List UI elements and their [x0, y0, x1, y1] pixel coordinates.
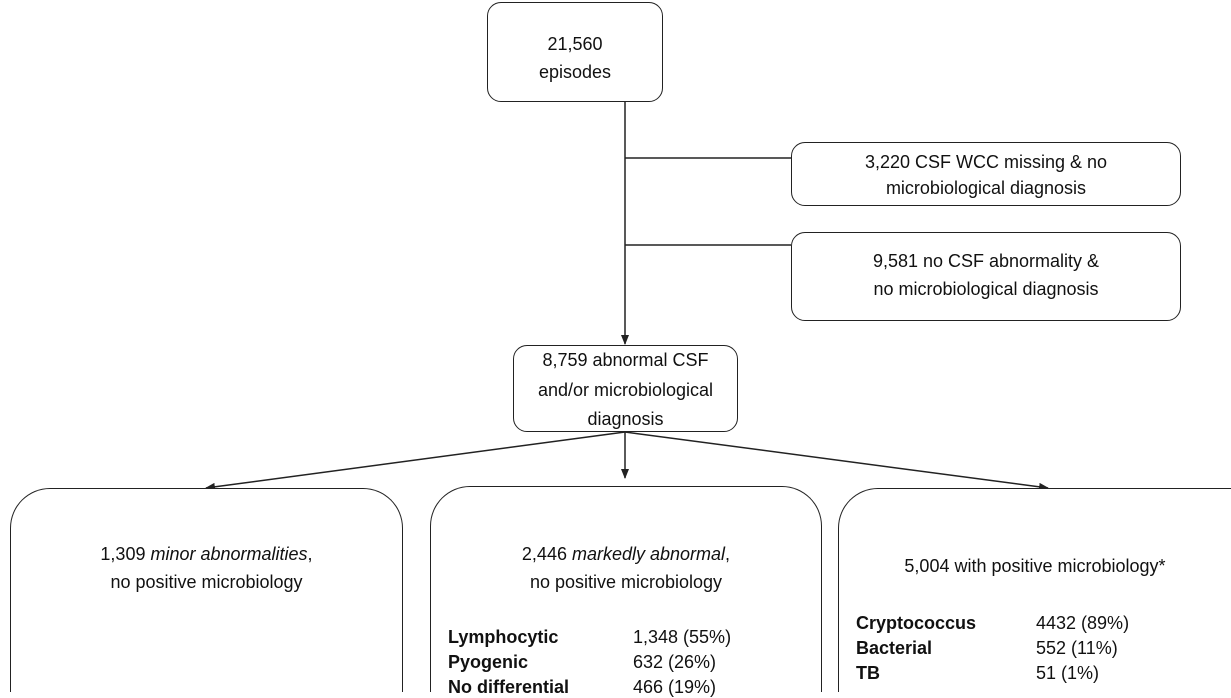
- abnormal-box: 8,759 abnormal CSF and/or microbiologica…: [513, 345, 738, 432]
- row-label: Cryptococcus: [856, 613, 977, 633]
- emphasis: markedly abnormal: [571, 544, 726, 564]
- punctuation: ,: [307, 544, 313, 564]
- box-text: no positive microbiology: [529, 572, 723, 592]
- box-text: diagnosis: [587, 409, 664, 429]
- row-value: 1,348 (55%): [633, 627, 732, 647]
- group-box: 5,004 with positive microbiology* Crypto…: [838, 488, 1231, 692]
- box-text: 1,309 minor abnormalities,: [11, 543, 402, 565]
- split-arrow: [624, 431, 1049, 491]
- punctuation: ,: [725, 544, 731, 564]
- box-text: 21,560: [547, 34, 603, 54]
- row-value: 51 (1%): [1036, 663, 1100, 683]
- group-box: 1,309 minor abnormalities, no positive m…: [10, 488, 403, 692]
- split-arrow: [205, 431, 626, 491]
- row-value: 466 (19%): [633, 677, 717, 697]
- count: 2,446: [521, 544, 567, 564]
- row-value: 632 (26%): [633, 652, 717, 672]
- group-box: 2,446 markedly abnormal, no positive mic…: [430, 486, 822, 697]
- row-label: TB: [856, 663, 880, 683]
- row-value: 4432 (89%): [1036, 613, 1130, 633]
- box-text: 5,004 with positive microbiology*: [904, 556, 1166, 576]
- row-label: Bacterial: [856, 638, 933, 658]
- start-box: 21,560 episodes: [487, 2, 663, 102]
- count: 1,309: [100, 544, 146, 564]
- row-label: Pyogenic: [448, 652, 529, 672]
- row-value: 552 (11%): [1036, 638, 1118, 658]
- box-text: no microbiological diagnosis: [873, 279, 1099, 299]
- emphasis: minor abnormalities: [150, 544, 308, 564]
- box-text: 8,759 abnormal CSF: [542, 350, 709, 370]
- box-text: 3,220 CSF WCC missing & no: [864, 152, 1108, 172]
- box-text: no positive microbiology: [110, 572, 303, 592]
- box-text: 9,581 no CSF abnormality &: [872, 251, 1100, 271]
- box-text: microbiological diagnosis: [885, 178, 1087, 198]
- box-text: 2,446 markedly abnormal,: [431, 543, 821, 565]
- row-label: Lymphocytic: [448, 627, 559, 647]
- exclusion-box: 9,581 no CSF abnormality & no microbiolo…: [791, 232, 1181, 321]
- row-label: No differential: [448, 677, 570, 697]
- exclusion-box: 3,220 CSF WCC missing & no microbiologic…: [791, 142, 1181, 206]
- box-text: and/or microbiological: [537, 380, 714, 400]
- box-text: episodes: [538, 62, 612, 82]
